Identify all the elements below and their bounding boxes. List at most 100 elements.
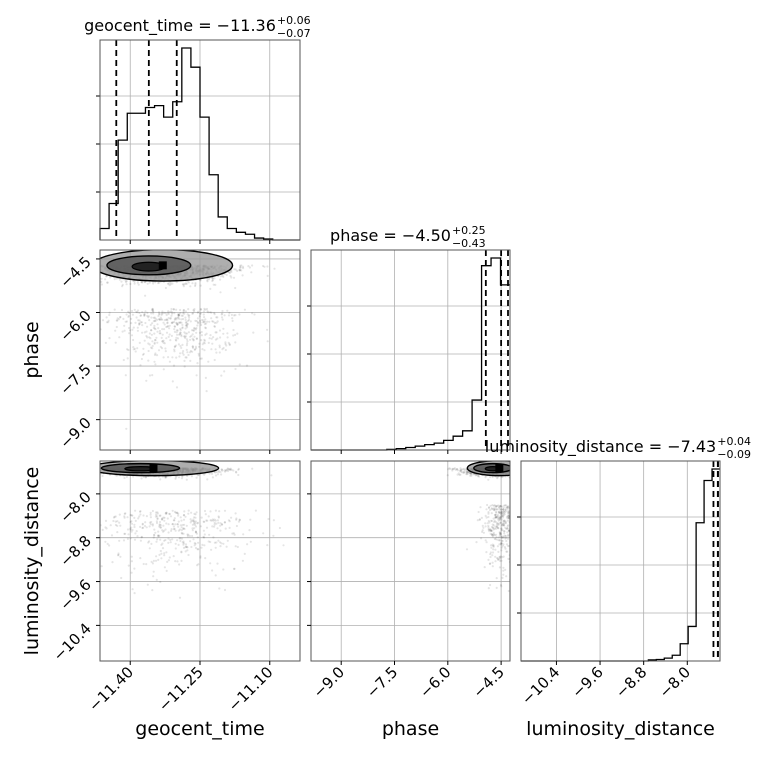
- sample-point: [139, 510, 142, 513]
- sample-point: [465, 548, 469, 551]
- sample-point: [526, 469, 528, 471]
- sample-point: [518, 470, 520, 472]
- sample-point: [524, 468, 526, 470]
- sample-point: [130, 322, 133, 325]
- sample-point: [122, 358, 125, 362]
- sample-point: [136, 311, 139, 314]
- sample-point: [515, 468, 517, 470]
- sample-point: [94, 467, 96, 469]
- sample-point: [130, 560, 133, 563]
- sample-point: [511, 474, 513, 476]
- sample-point: [151, 347, 154, 350]
- sample-point: [70, 468, 72, 470]
- sample-point: [273, 267, 276, 270]
- sample-point: [151, 344, 154, 348]
- sample-point: [490, 508, 493, 511]
- sample-point: [203, 349, 206, 352]
- sample-point: [212, 336, 215, 339]
- sample-point: [512, 473, 514, 475]
- sample-point: [499, 505, 502, 508]
- sample-point: [174, 542, 177, 545]
- sample-point: [178, 355, 181, 358]
- sample-point: [202, 529, 205, 532]
- sample-point: [517, 517, 519, 519]
- sample-point: [223, 370, 226, 373]
- sample-point: [239, 266, 242, 269]
- sample-point: [153, 528, 156, 531]
- sample-point: [194, 513, 197, 516]
- sample-point: [467, 471, 470, 474]
- sample-point: [135, 316, 138, 319]
- sample-point: [512, 468, 514, 470]
- sample-point: [505, 504, 508, 507]
- sample-point: [139, 513, 142, 516]
- sample-point: [170, 307, 173, 311]
- sample-point: [176, 560, 179, 563]
- sample-point: [517, 549, 519, 551]
- sample-point: [181, 475, 184, 478]
- sample-point: [208, 278, 211, 281]
- sample-point: [514, 472, 516, 474]
- sample-point: [157, 318, 161, 321]
- sample-point: [234, 333, 237, 336]
- sample-point: [153, 533, 156, 536]
- sample-point: [527, 469, 529, 471]
- sample-point: [505, 506, 508, 510]
- sample-point: [221, 469, 224, 472]
- sample-point: [507, 511, 510, 515]
- sample-point: [203, 320, 207, 323]
- sample-point: [484, 525, 487, 528]
- sample-point: [512, 468, 514, 470]
- sample-point: [57, 266, 59, 268]
- sample-point: [182, 310, 185, 313]
- sample-point: [526, 469, 528, 471]
- sample-point: [514, 469, 516, 471]
- sample-point: [82, 470, 84, 472]
- sample-point: [185, 524, 188, 527]
- sample-point: [495, 510, 498, 513]
- sample-point: [234, 341, 237, 344]
- sample-point: [185, 356, 188, 359]
- sample-point: [211, 279, 214, 283]
- sample-point: [518, 467, 520, 469]
- sample-point: [142, 514, 145, 517]
- sample-point: [89, 534, 91, 536]
- sample-point: [195, 347, 198, 350]
- sample-point: [209, 287, 212, 290]
- sample-point: [158, 523, 161, 526]
- sample-point: [147, 316, 150, 319]
- sample-point: [179, 516, 182, 519]
- sample-point: [181, 343, 184, 346]
- param-title-luminosity_distance: luminosity_distance = −7.43: [485, 437, 716, 457]
- sample-point: [133, 567, 136, 570]
- sample-point: [168, 324, 171, 327]
- sample-point: [468, 471, 471, 474]
- sample-point: [195, 331, 198, 334]
- sample-point: [139, 525, 142, 529]
- sample-point: [204, 557, 207, 560]
- sample-point: [80, 470, 82, 472]
- sample-point: [490, 533, 493, 536]
- sample-point: [497, 510, 500, 514]
- sample-point: [238, 313, 241, 316]
- sample-point: [511, 472, 513, 474]
- sample-point: [218, 351, 221, 354]
- sample-point: [223, 521, 227, 524]
- sample-point: [82, 472, 84, 474]
- sample-point: [203, 307, 206, 310]
- sample-point: [529, 468, 531, 470]
- sample-point: [484, 476, 487, 479]
- sample-point: [514, 471, 516, 473]
- sample-point: [159, 318, 162, 321]
- sample-point: [496, 522, 499, 525]
- sample-point: [266, 544, 269, 547]
- sample-point: [495, 511, 498, 514]
- sample-point: [504, 568, 507, 571]
- sample-point: [167, 559, 170, 562]
- sample-point: [66, 470, 68, 472]
- sample-point: [480, 516, 483, 520]
- sample-point: [105, 527, 108, 530]
- sample-point: [138, 322, 141, 325]
- sample-point: [202, 535, 205, 538]
- param-title-upper-luminosity_distance: +0.04: [717, 435, 751, 448]
